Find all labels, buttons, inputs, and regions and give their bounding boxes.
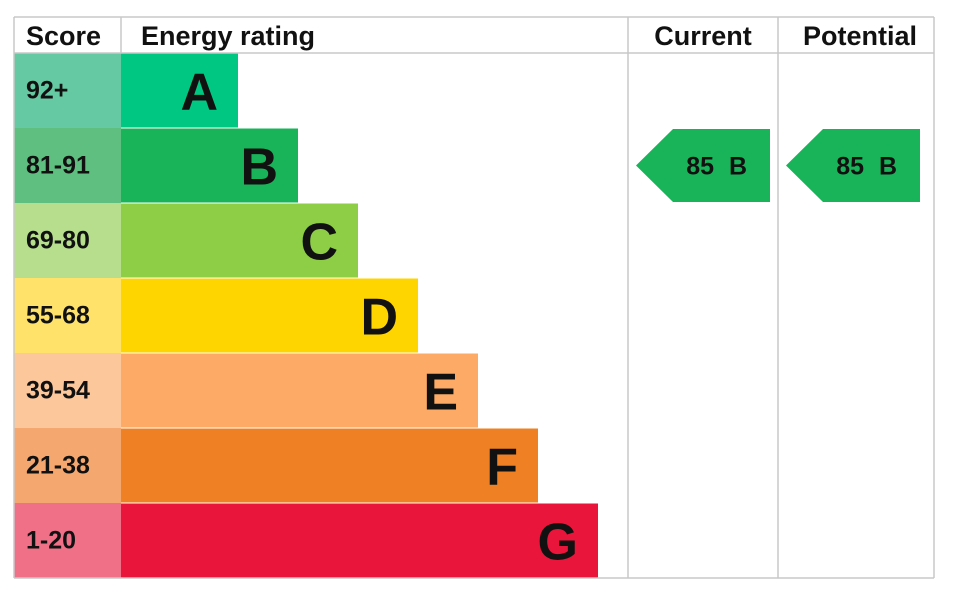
band-letter: E	[423, 364, 458, 422]
score-cell	[14, 203, 121, 278]
current-band: B	[729, 153, 747, 181]
score-cell	[14, 278, 121, 353]
potential-arrow	[786, 129, 920, 202]
potential-value: 85	[836, 153, 864, 181]
score-label: 21-38	[26, 452, 90, 480]
rating-bar	[121, 203, 358, 278]
band-letter: D	[360, 289, 398, 347]
rating-bar	[121, 53, 238, 128]
score-label: 81-91	[26, 152, 90, 180]
score-label: 92+	[26, 77, 68, 105]
score-cell	[14, 128, 121, 203]
band-letter: C	[300, 214, 338, 272]
score-label: 1-20	[26, 527, 76, 555]
rating-bar	[121, 428, 538, 503]
score-cell	[14, 353, 121, 428]
rating-bar	[121, 353, 478, 428]
current-arrow	[636, 129, 770, 202]
potential-header: Potential	[803, 21, 917, 51]
band-letter: F	[486, 439, 518, 497]
potential-band: B	[879, 153, 897, 181]
rating-bar	[121, 128, 298, 203]
score-cell	[14, 428, 121, 503]
score-cell	[14, 503, 121, 578]
chart-body	[13, 16, 935, 579]
current-value: 85	[686, 153, 714, 181]
score-label: 69-80	[26, 227, 90, 255]
rating-header: Energy rating	[141, 21, 315, 51]
score-cell	[14, 53, 121, 128]
band-letter: B	[240, 139, 278, 197]
band-letter: A	[180, 64, 218, 122]
rating-bar	[121, 503, 598, 578]
score-label: 39-54	[26, 377, 90, 405]
score-header: Score	[26, 21, 101, 51]
rating-bar	[121, 278, 418, 353]
band-letter: G	[538, 514, 578, 572]
current-header: Current	[654, 21, 752, 51]
score-label: 55-68	[26, 302, 90, 330]
